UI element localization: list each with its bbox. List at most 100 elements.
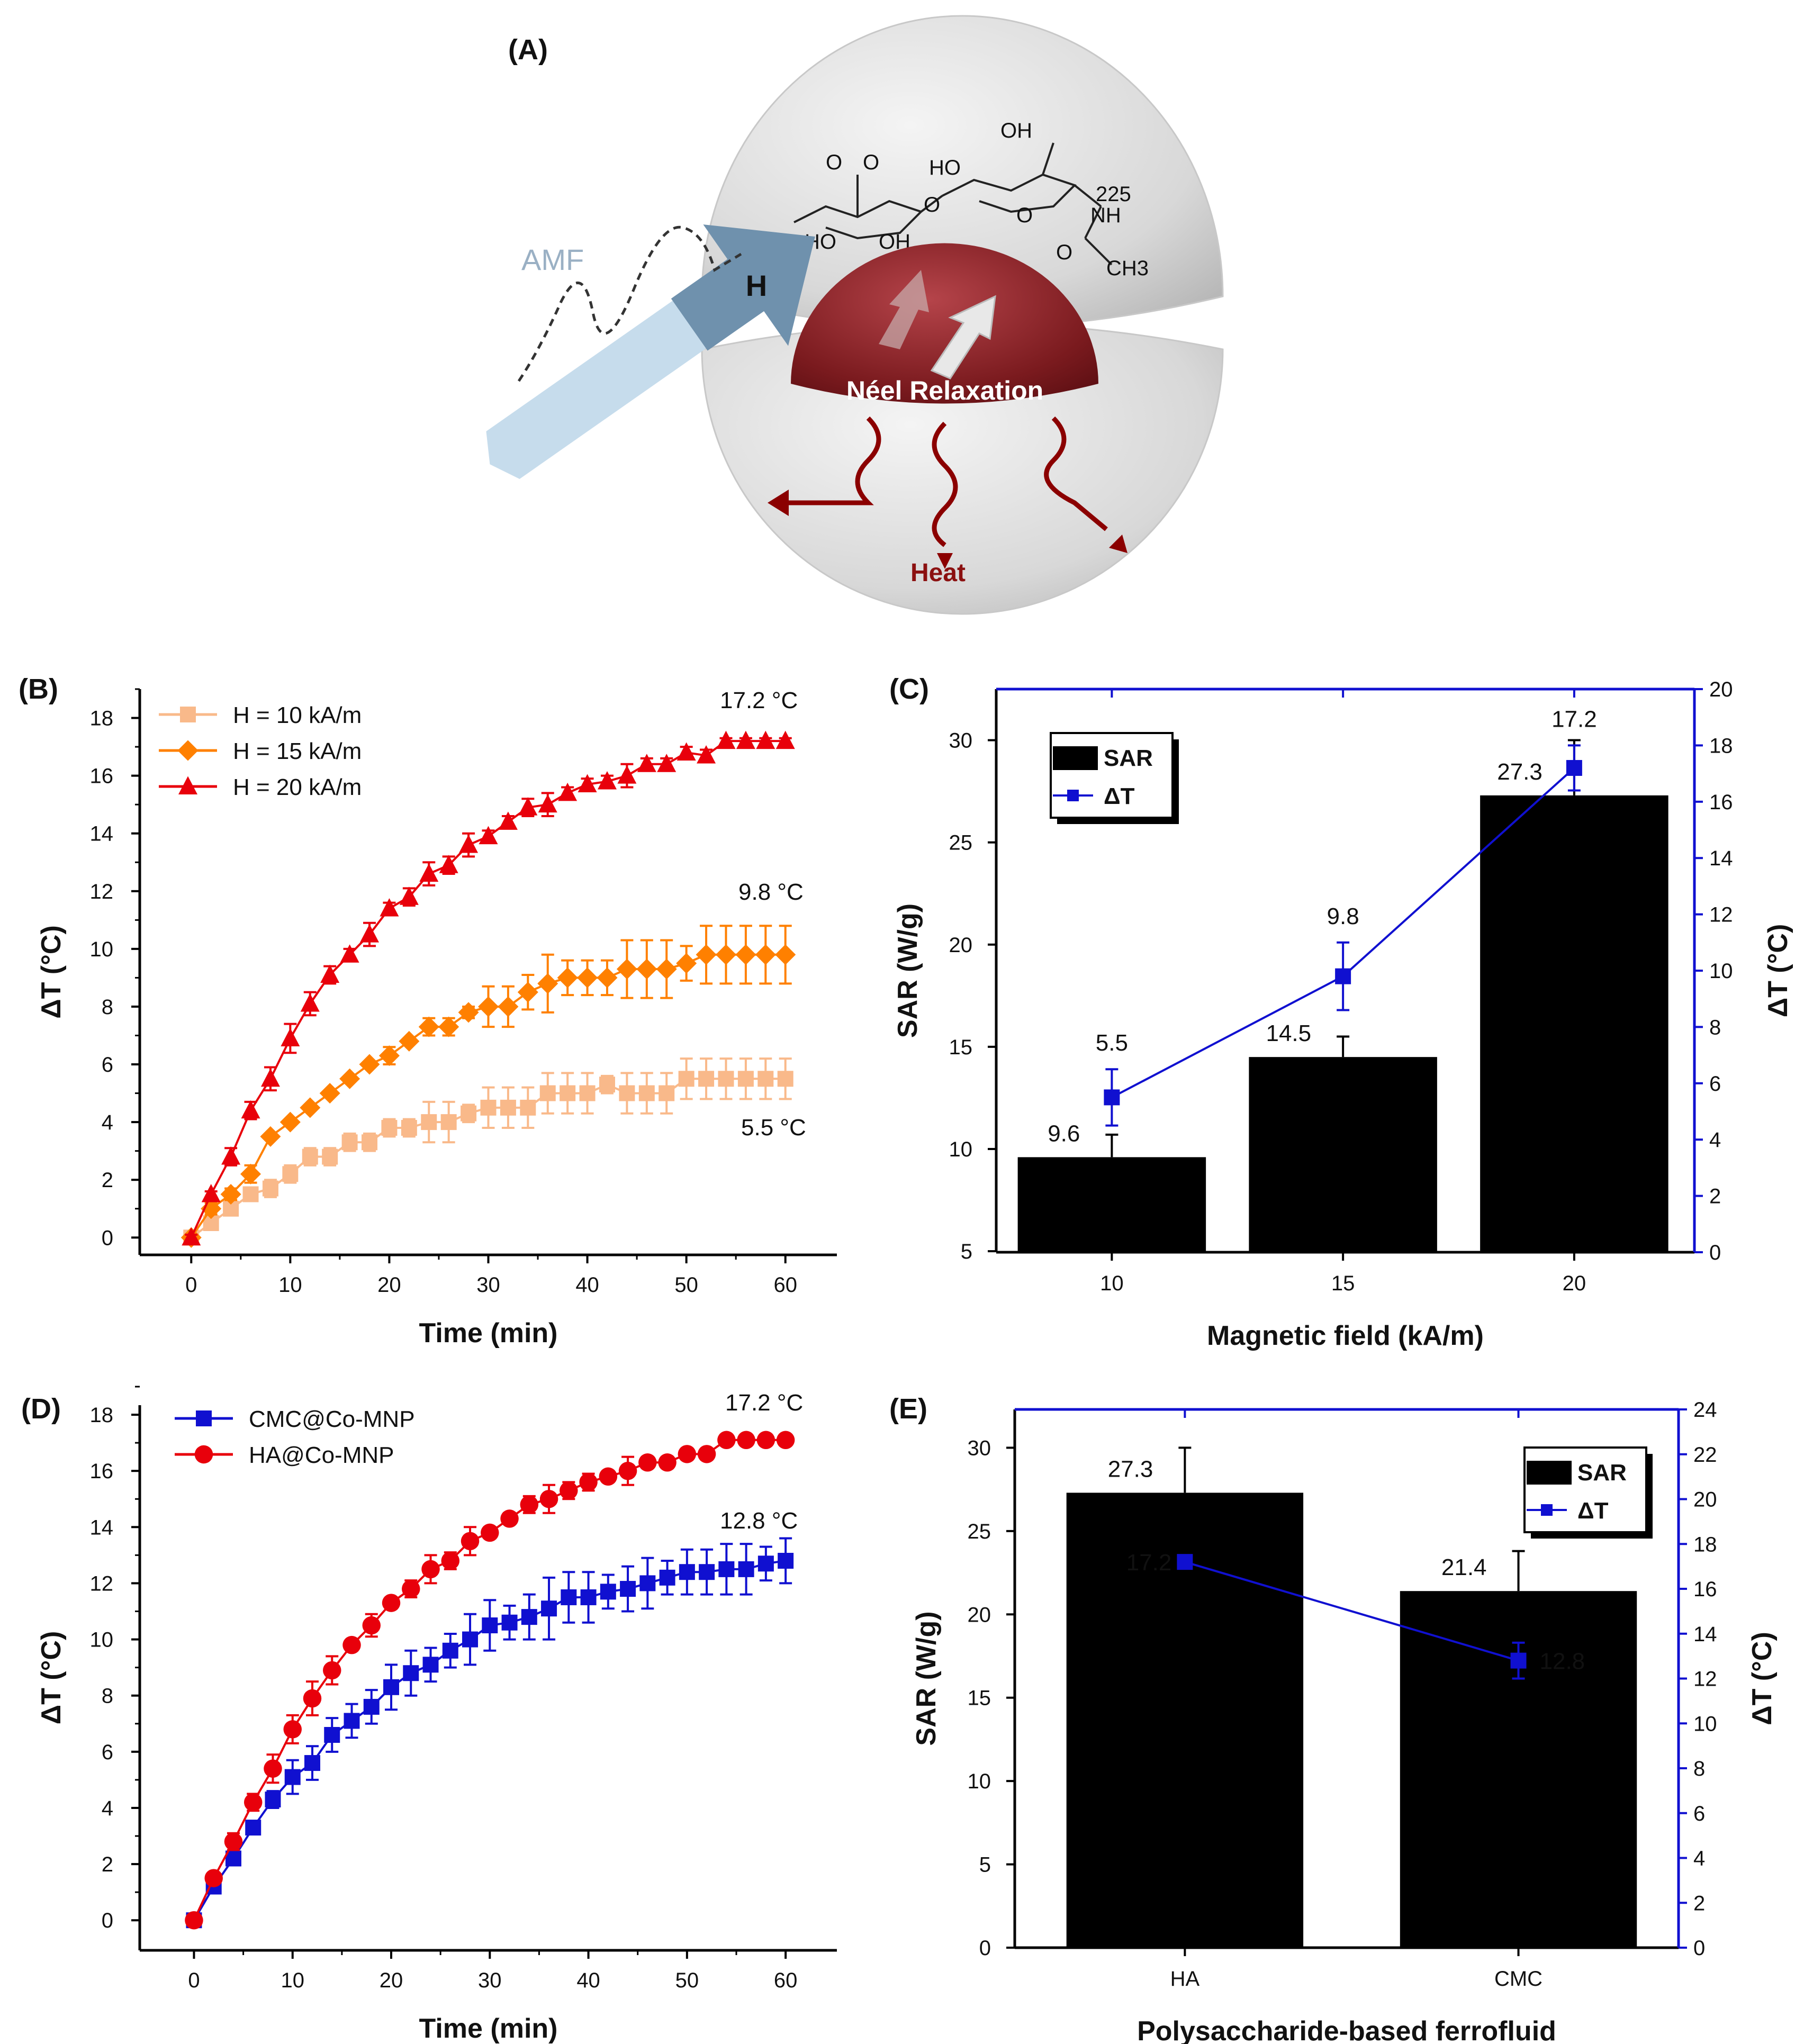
bar-value-label: 14.5 <box>1266 1020 1311 1046</box>
data-point <box>676 953 697 974</box>
y-tick-label: 2 <box>102 1853 113 1876</box>
y-right-tick-label: 6 <box>1693 1802 1705 1825</box>
delta-t-label: 17.2 <box>1126 1550 1172 1576</box>
y-right-tick-label: 10 <box>1709 960 1733 983</box>
annotation: 17.2 °C <box>725 1390 803 1416</box>
y-tick-label: 18 <box>90 707 114 730</box>
y-right-tick-label: 8 <box>1709 1016 1721 1039</box>
data-point <box>757 1555 774 1572</box>
data-point <box>617 765 637 784</box>
legend-label: H = 10 kA/m <box>233 702 362 728</box>
bar-value-label: 21.4 <box>1441 1554 1487 1580</box>
data-point <box>619 1085 635 1101</box>
x-tick-label: 40 <box>576 1969 600 1992</box>
panel-label: (B) <box>19 673 58 705</box>
data-point <box>204 1869 223 1887</box>
y-right-tick-label: 22 <box>1693 1443 1717 1467</box>
data-point <box>439 855 458 873</box>
y-tick-label: 30 <box>949 729 973 753</box>
data-point <box>616 958 637 980</box>
x-axis-title: Time (min) <box>419 1318 558 1349</box>
data-point <box>557 967 578 988</box>
data-point <box>262 1180 278 1197</box>
bar-value-label: 27.3 <box>1497 759 1543 785</box>
data-point <box>697 1445 716 1463</box>
chem-label: OH <box>1000 119 1032 142</box>
data-point <box>241 1100 260 1119</box>
data-point <box>378 1045 400 1066</box>
data-point <box>699 1564 715 1580</box>
data-point <box>696 944 717 965</box>
data-point <box>498 811 518 830</box>
y-tick-label: 10 <box>968 1770 991 1793</box>
data-point <box>738 1561 754 1577</box>
x-tick-label: CMC <box>1494 1967 1543 1991</box>
x-tick-label: 20 <box>1563 1272 1586 1295</box>
legend-marker <box>1067 790 1079 801</box>
bar <box>1249 1057 1437 1252</box>
panel-label: (C) <box>889 673 929 705</box>
y-right-tick-label: 16 <box>1709 791 1733 814</box>
panel-label: (E) <box>889 1393 927 1425</box>
data-point <box>718 1561 735 1577</box>
data-point <box>221 1146 241 1165</box>
data-point <box>479 826 498 845</box>
chem-label: 225 <box>1096 183 1131 206</box>
y-right-tick-label: 12 <box>1709 903 1733 927</box>
x-axis-title: Polysaccharide-based ferrofluid <box>1137 2016 1556 2044</box>
data-point <box>597 967 618 988</box>
chem-label: O <box>1056 241 1072 264</box>
legend-label: SAR <box>1104 745 1153 771</box>
y-tick-label: 25 <box>968 1520 991 1543</box>
data-point <box>735 944 756 965</box>
legend-item: H = 20 kA/m <box>159 774 362 800</box>
legend-item: H = 15 kA/m <box>159 738 362 764</box>
data-point <box>656 958 677 980</box>
legend-marker <box>196 1410 212 1426</box>
data-point <box>402 1579 420 1598</box>
annotation: 9.8 °C <box>738 879 804 905</box>
x-tick-label: 20 <box>377 1273 401 1297</box>
x-tick-label: 30 <box>476 1273 500 1297</box>
legend-marker <box>180 707 196 722</box>
series-h-10-ka-m <box>183 1057 793 1246</box>
y-right-axis-title: ΔT (°C) <box>1747 1632 1778 1725</box>
data-point <box>319 1083 340 1104</box>
data-point <box>560 1481 578 1500</box>
delta-t-point <box>1177 1554 1193 1570</box>
legend-bar-swatch <box>1053 746 1098 770</box>
x-tick-label: HA <box>1170 1967 1200 1991</box>
x-tick-label: 0 <box>188 1969 200 1992</box>
y-tick-label: 4 <box>102 1797 113 1820</box>
data-point <box>756 1431 775 1450</box>
y-tick-label: 0 <box>102 1909 113 1932</box>
x-axis-title: Time (min) <box>419 2013 558 2044</box>
data-point <box>618 1461 637 1480</box>
data-point <box>678 1071 694 1087</box>
data-point <box>220 1183 241 1205</box>
data-point <box>698 1071 715 1087</box>
data-point <box>541 1600 557 1617</box>
y-tick-label: 15 <box>949 1036 973 1059</box>
y-tick-label: 25 <box>949 831 973 855</box>
data-point <box>577 967 598 988</box>
data-point <box>462 1631 479 1648</box>
y-tick-label: 10 <box>90 938 114 961</box>
legend-bar-swatch <box>1527 1461 1572 1485</box>
data-point <box>440 1114 457 1130</box>
y-right-tick-label: 18 <box>1709 734 1733 757</box>
y-tick-label: 0 <box>102 1226 113 1250</box>
x-tick-label: 60 <box>773 1273 797 1297</box>
data-point <box>737 1071 754 1087</box>
data-point <box>438 1016 459 1037</box>
y-right-tick-label: 18 <box>1693 1533 1717 1556</box>
legend-label: SAR <box>1577 1460 1627 1486</box>
data-point <box>441 1551 460 1570</box>
x-tick-label: 15 <box>1331 1272 1355 1295</box>
data-point <box>679 1564 695 1580</box>
data-point <box>360 924 380 943</box>
data-point <box>676 742 696 761</box>
y-right-tick-label: 0 <box>1693 1937 1705 1960</box>
data-point <box>659 1085 675 1101</box>
